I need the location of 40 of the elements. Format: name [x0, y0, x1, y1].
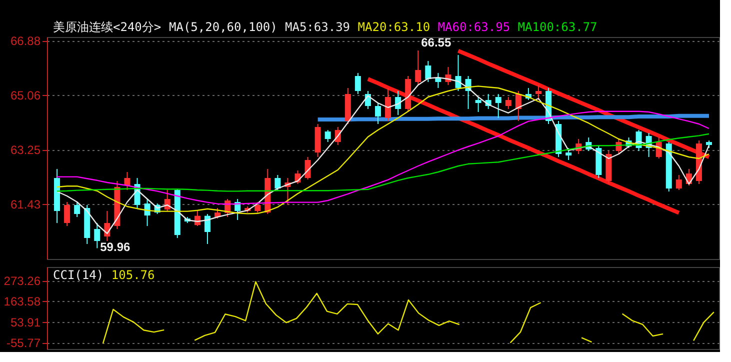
candlestick [425, 60, 432, 82]
candlestick [144, 198, 150, 226]
candlestick [74, 202, 80, 218]
candlestick [94, 222, 100, 249]
y-tick-label: 61.43 [10, 198, 41, 212]
candlestick [535, 84, 542, 100]
y-tick-label: -55.77 [6, 336, 41, 350]
candlestick [324, 130, 331, 142]
text: MA5:63.39 [285, 20, 350, 34]
text: MA20:63.10 [358, 20, 430, 34]
candlestick [495, 94, 502, 118]
text: MA100:63.77 [518, 20, 598, 34]
candlestick [505, 96, 512, 110]
candlestick [274, 174, 281, 190]
line-series [456, 48, 711, 159]
candlestick [374, 102, 381, 124]
text: MA60:63.95 [438, 20, 510, 34]
y-tick-label: 53.91 [10, 315, 41, 330]
candlestick [354, 72, 361, 94]
candlestick [415, 50, 422, 86]
line-series [366, 77, 681, 215]
y-tick-label: 163.58 [4, 294, 41, 309]
candlestick [566, 148, 572, 160]
candlestick [254, 202, 261, 213]
candlestick [475, 96, 482, 112]
y-tick-label: 273.26 [4, 274, 41, 288]
annotation: 59.96 [100, 240, 130, 254]
candlestick [676, 174, 682, 190]
candlestick [204, 214, 210, 244]
candlestick [64, 202, 70, 226]
candlestick [124, 172, 130, 190]
text: 105.76 [111, 268, 155, 282]
annotation: 66.55 [421, 36, 452, 50]
chart-title: CCI(14) [53, 268, 104, 282]
y-tick-label: 63.25 [10, 143, 41, 157]
y-tick-label: 66.88 [10, 34, 41, 48]
y-tick-label: 65.06 [10, 88, 41, 103]
legend-title: MA(5,20,60,100) [169, 20, 278, 34]
candlestick [385, 88, 392, 122]
chart-title: 美原油连续<240分> [53, 20, 162, 34]
